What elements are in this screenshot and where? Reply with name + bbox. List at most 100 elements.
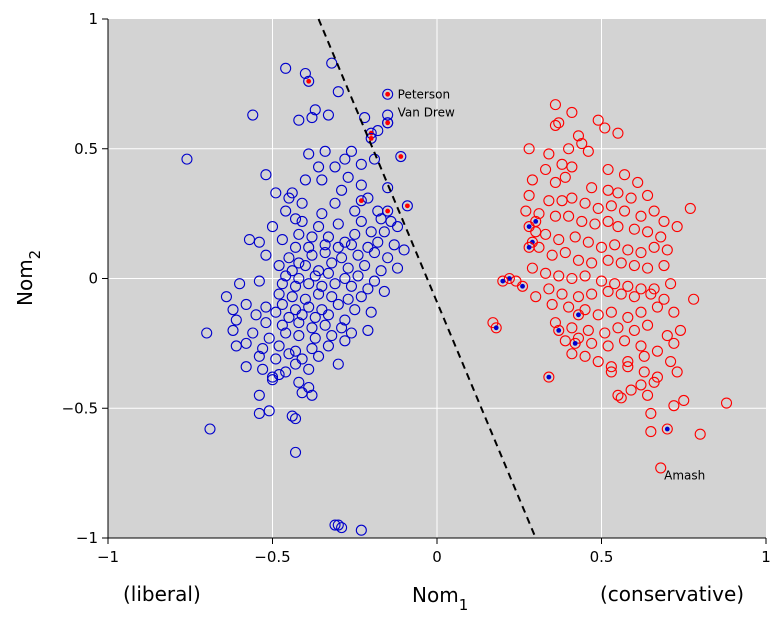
data-point-ring bbox=[572, 309, 585, 321]
data-point-dot bbox=[368, 135, 374, 141]
data-point bbox=[293, 114, 305, 126]
data-point bbox=[615, 392, 627, 404]
data-point bbox=[257, 363, 269, 375]
data-point-dot bbox=[664, 426, 670, 432]
data-point bbox=[322, 231, 334, 243]
data-point bbox=[579, 350, 591, 362]
annotation-label: Van Drew bbox=[398, 105, 455, 119]
data-point bbox=[299, 67, 311, 80]
data-point bbox=[368, 275, 381, 287]
data-point-ring bbox=[503, 272, 515, 285]
data-point bbox=[605, 306, 617, 318]
data-point bbox=[313, 221, 325, 233]
data-point bbox=[642, 262, 654, 274]
data-point bbox=[280, 62, 292, 74]
data-point bbox=[618, 205, 631, 217]
data-point bbox=[375, 265, 387, 277]
data-point bbox=[618, 169, 631, 181]
data-point bbox=[362, 324, 374, 336]
data-point bbox=[648, 376, 660, 388]
data-point bbox=[289, 413, 302, 425]
data-point bbox=[349, 205, 361, 217]
data-point bbox=[553, 117, 565, 129]
data-point bbox=[336, 184, 348, 196]
data-point bbox=[345, 145, 358, 157]
data-point bbox=[247, 109, 259, 121]
data-point bbox=[313, 350, 325, 362]
data-point bbox=[526, 174, 538, 186]
data-point bbox=[201, 327, 213, 339]
data-point bbox=[612, 389, 624, 401]
data-point bbox=[566, 106, 578, 118]
data-point-dot bbox=[385, 208, 391, 214]
data-point bbox=[316, 208, 328, 220]
data-point bbox=[655, 231, 667, 243]
data-point bbox=[549, 176, 561, 189]
data-point bbox=[293, 257, 305, 269]
data-point bbox=[546, 249, 558, 261]
data-point bbox=[651, 345, 663, 357]
data-point bbox=[605, 361, 617, 373]
data-point bbox=[540, 267, 552, 279]
data-point bbox=[332, 86, 344, 98]
data-point bbox=[720, 397, 733, 409]
data-point-dot bbox=[358, 198, 364, 204]
data-point bbox=[602, 285, 614, 298]
data-point bbox=[592, 202, 604, 214]
data-point bbox=[283, 192, 295, 204]
data-point-dot bbox=[572, 340, 578, 346]
data-point bbox=[322, 109, 334, 121]
data-point bbox=[299, 259, 311, 272]
data-point bbox=[398, 244, 410, 256]
data-point bbox=[572, 130, 585, 142]
data-point bbox=[572, 291, 585, 303]
data-point bbox=[563, 210, 575, 222]
data-point bbox=[359, 112, 371, 124]
data-point-dot bbox=[526, 244, 532, 250]
data-point bbox=[303, 301, 315, 313]
data-point bbox=[582, 236, 594, 248]
data-point bbox=[289, 213, 302, 225]
data-point bbox=[299, 174, 311, 186]
data-point-dot bbox=[306, 78, 312, 84]
data-point bbox=[661, 244, 673, 256]
data-point bbox=[579, 270, 591, 282]
data-point bbox=[303, 278, 315, 290]
data-point bbox=[355, 215, 367, 227]
x-tick-label: −0.5 bbox=[254, 548, 290, 566]
data-point bbox=[599, 327, 611, 339]
data-point-ring bbox=[523, 241, 535, 253]
data-point bbox=[671, 221, 683, 233]
y-tick-label: 0.5 bbox=[74, 140, 98, 158]
x-axis-right-note: (conservative) bbox=[600, 582, 744, 606]
data-point bbox=[349, 304, 361, 316]
data-point bbox=[293, 272, 305, 285]
data-point bbox=[566, 272, 578, 285]
data-point bbox=[280, 270, 292, 282]
data-point bbox=[306, 343, 318, 355]
data-point bbox=[668, 306, 680, 318]
data-point bbox=[296, 215, 308, 227]
data-point bbox=[306, 112, 318, 124]
data-point bbox=[602, 163, 614, 176]
data-point bbox=[612, 127, 624, 139]
data-point bbox=[549, 210, 561, 222]
data-point bbox=[359, 259, 371, 272]
data-point bbox=[572, 254, 585, 266]
data-point bbox=[628, 324, 640, 336]
data-point bbox=[549, 99, 561, 111]
data-point bbox=[622, 355, 634, 368]
data-point bbox=[625, 384, 637, 396]
data-point bbox=[638, 350, 650, 362]
data-point bbox=[589, 218, 601, 230]
data-point bbox=[329, 278, 341, 290]
data-point bbox=[266, 371, 279, 383]
data-point bbox=[253, 236, 265, 248]
data-point bbox=[253, 275, 265, 287]
data-point bbox=[533, 208, 545, 220]
data-point bbox=[352, 270, 364, 282]
data-point bbox=[329, 161, 341, 173]
data-point bbox=[303, 148, 315, 160]
data-point-ring bbox=[382, 205, 394, 217]
data-points bbox=[181, 57, 733, 536]
